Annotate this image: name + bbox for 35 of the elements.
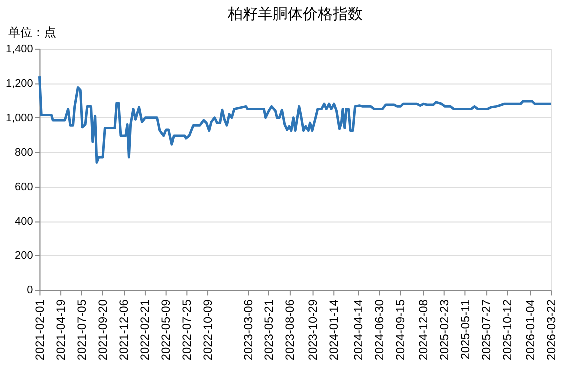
y-tick-label: 1,000 <box>6 112 34 124</box>
line-series <box>38 75 552 164</box>
x-tick-label: 2023-08-06 <box>283 299 298 361</box>
x-tick-label: 2022-02-21 <box>138 299 152 361</box>
x-tick-label: 2021-09-20 <box>96 299 110 361</box>
y-tick-label: 1,400 <box>6 43 34 56</box>
x-tick-label: 2025-10-12 <box>500 299 515 361</box>
x-tick-label: 2021-02-01 <box>33 299 48 361</box>
x-tick-label: 2024-09-15 <box>394 299 408 361</box>
x-tick-label: 2025-05-11 <box>458 299 473 360</box>
x-tick-label: 2021-07-05 <box>75 299 90 361</box>
x-tick-label: 2023-05-21 <box>262 299 276 361</box>
x-tick-label: 2025-07-27 <box>480 299 494 361</box>
y-tick-label: 1,200 <box>6 78 34 90</box>
x-tick-label: 2023-03-06 <box>241 299 256 361</box>
x-tick-label: 2022-05-09 <box>159 299 174 361</box>
x-tick-label: 2021-04-19 <box>54 299 68 361</box>
x-tick-label: 2026-03-22 <box>544 299 559 361</box>
x-tick-label: 2023-10-29 <box>306 299 320 361</box>
y-tick-label: 600 <box>15 181 34 194</box>
chart-title: 柏籽羊胴体价格指数 <box>226 6 363 24</box>
x-tick-label: 2025-02-23 <box>438 299 452 361</box>
x-tick-label: 2021-12-06 <box>117 299 132 361</box>
x-tick-label: 2024-04-14 <box>352 299 366 361</box>
y-tick-label: 200 <box>15 250 34 262</box>
x-tick-label: 2022-10-09 <box>200 299 215 361</box>
x-tick-label: 2024-06-30 <box>372 299 387 361</box>
x-tick-label: 2024-12-08 <box>416 299 431 361</box>
x-tick-label: 2022-07-25 <box>180 299 194 361</box>
x-tick-label: 2024-01-14 <box>326 299 341 361</box>
y-tick-label: 0 <box>27 284 34 297</box>
y-tick-label: 800 <box>15 146 34 159</box>
y-axis-title: 单位：点 <box>8 26 56 40</box>
y-tick-label: 400 <box>15 216 34 228</box>
x-tick-label: 2026-01-04 <box>524 299 538 361</box>
